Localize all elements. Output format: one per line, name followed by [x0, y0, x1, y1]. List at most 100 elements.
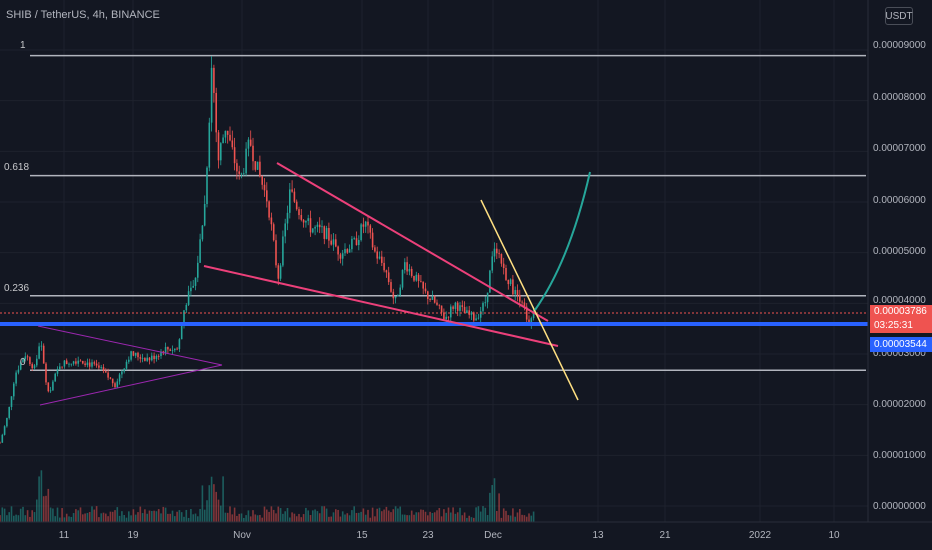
- candle-body: [337, 246, 339, 255]
- candle-body: [514, 290, 516, 295]
- candle-body: [238, 171, 240, 174]
- volume-bar: [279, 508, 282, 522]
- volume-bar: [445, 512, 447, 522]
- volume-bar: [125, 517, 128, 522]
- volume-bar: [54, 516, 56, 522]
- volume-bar: [330, 516, 332, 522]
- candle-body: [75, 361, 77, 364]
- volume-bar: [13, 515, 15, 522]
- candle-body: [167, 346, 169, 350]
- volume-bar: [270, 506, 273, 522]
- candle-body: [6, 417, 8, 427]
- volume-bar: [19, 508, 22, 522]
- volume-bar: [519, 508, 521, 522]
- candle-body: [507, 279, 510, 285]
- volume-bar: [146, 513, 148, 522]
- x-tick: 2022: [748, 530, 772, 541]
- candle-body: [429, 298, 431, 300]
- candle-body: [339, 254, 342, 259]
- volume-bar: [284, 511, 286, 522]
- candle-body: [312, 228, 314, 233]
- volume-bar: [240, 513, 243, 522]
- volume-bar: [171, 510, 174, 522]
- y-tick: 0.00003000: [873, 348, 926, 359]
- candle-body: [125, 361, 128, 369]
- volume-bar: [180, 512, 183, 522]
- candle-body: [521, 301, 523, 303]
- volume-bar: [215, 491, 217, 522]
- volume-bar: [252, 510, 254, 522]
- volume-bars: [0, 470, 535, 522]
- volume-bar: [24, 515, 27, 522]
- volume-bar: [420, 509, 422, 522]
- candle-body: [8, 407, 10, 418]
- candle-body: [155, 356, 158, 360]
- volume-bar: [185, 509, 188, 522]
- candle-body: [72, 361, 75, 364]
- candle-body: [91, 362, 93, 367]
- candle-body: [224, 130, 227, 138]
- volume-bar: [470, 517, 473, 522]
- candle-body: [33, 365, 36, 369]
- volume-bar: [305, 507, 307, 522]
- volume-bar: [1, 507, 4, 522]
- candle-body: [259, 161, 261, 177]
- volume-bar: [93, 509, 96, 522]
- candle-body: [479, 311, 482, 318]
- volume-bar: [263, 506, 266, 522]
- candle-body: [348, 249, 351, 253]
- candle-body: [201, 225, 204, 240]
- candle-body: [371, 232, 374, 248]
- x-tick: 15: [356, 530, 368, 541]
- volume-bar: [436, 510, 438, 522]
- candle-body: [475, 318, 477, 321]
- volume-bar: [137, 512, 139, 522]
- candle-body: [187, 291, 190, 305]
- volume-bar: [256, 515, 259, 522]
- volume-bar: [70, 516, 73, 522]
- projection-arc: [534, 171, 591, 311]
- volume-bar: [358, 512, 360, 522]
- volume-bar: [360, 511, 362, 522]
- volume-bar: [289, 517, 291, 522]
- candle-body: [486, 292, 489, 303]
- volume-bar: [42, 496, 45, 522]
- y-tick: 0.00007000: [873, 143, 926, 154]
- volume-bar: [328, 516, 330, 522]
- candle-body: [70, 363, 73, 365]
- volume-bar: [213, 484, 215, 522]
- volume-bar: [155, 511, 158, 522]
- volume-bar: [275, 513, 277, 522]
- volume-bar: [210, 476, 213, 522]
- candle-body: [346, 249, 349, 253]
- candle-body: [42, 345, 45, 364]
- volume-bar: [500, 517, 503, 522]
- candle-body: [118, 374, 121, 382]
- candle-body: [275, 240, 277, 266]
- candle-body: [383, 262, 385, 271]
- candle-body: [82, 361, 84, 364]
- candle-body: [302, 219, 305, 223]
- candle-body: [252, 145, 254, 162]
- volume-bar: [88, 512, 91, 522]
- volume-bar: [144, 509, 146, 522]
- volume-bar: [440, 516, 443, 522]
- candle-body: [144, 358, 146, 361]
- volume-bar: [190, 508, 192, 522]
- currency-button[interactable]: USDT: [885, 7, 913, 25]
- candle-body: [268, 201, 270, 218]
- candle-body: [484, 302, 487, 304]
- candle-body: [38, 346, 40, 359]
- candle-body: [0, 442, 1, 444]
- x-tick: Nov: [233, 530, 251, 541]
- candle-body: [360, 224, 362, 241]
- candle-body: [190, 287, 192, 292]
- volume-bar: [475, 507, 477, 522]
- candle-body: [505, 268, 507, 280]
- volume-bar: [459, 507, 461, 522]
- candle-body: [10, 396, 13, 408]
- volume-bar: [532, 511, 535, 522]
- volume-bar: [362, 508, 365, 522]
- candle-body: [261, 176, 263, 185]
